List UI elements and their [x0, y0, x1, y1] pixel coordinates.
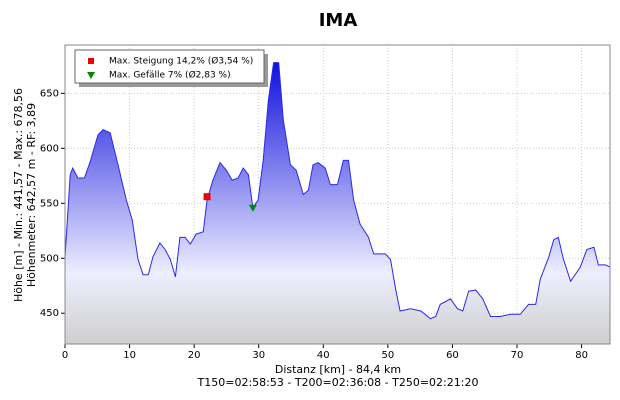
x-tick-label: 10	[123, 350, 136, 361]
plot-frame	[64, 44, 611, 345]
y-tick-label: 450	[40, 308, 59, 319]
y-axis-label: Höhe [m] - Min.: 441,57 - Max.: 678,56	[12, 88, 25, 302]
x-tick-label: 60	[446, 350, 459, 361]
y-axis-label: Höhenmeter: 642,57 m - RF: 3,89	[25, 103, 38, 287]
x-axis-label: T150=02:58:53 - T200=02:36:08 - T250=02:…	[197, 376, 479, 389]
line	[64, 62, 611, 320]
chart-title: IMA	[319, 10, 358, 31]
x-tick-label: 40	[317, 350, 330, 361]
marker	[203, 193, 211, 201]
x-tick-label: 80	[575, 350, 588, 361]
x-axis-label: Distanz [km] - 84,4 km	[275, 363, 401, 376]
legend-label: Max. Gefälle 7% (Ø2,83 %)	[109, 70, 231, 81]
legend-swatch	[88, 58, 94, 64]
y-tick-label: 650	[40, 88, 59, 99]
x-tick-label: 70	[511, 350, 524, 361]
x-tick-label: 20	[188, 350, 201, 361]
x-tick-label: 50	[382, 350, 395, 361]
legend-swatch	[87, 72, 95, 79]
y-tick-label: 600	[40, 143, 59, 154]
legend-label: Max. Steigung 14,2% (Ø3,54 %)	[109, 56, 253, 67]
x-tick-label: 30	[252, 350, 265, 361]
x-tick-label: 0	[62, 350, 68, 361]
y-tick-label: 550	[40, 198, 59, 209]
legend	[74, 49, 265, 84]
y-tick-label: 500	[40, 253, 59, 264]
area	[65, 62, 610, 344]
marker	[248, 204, 257, 212]
